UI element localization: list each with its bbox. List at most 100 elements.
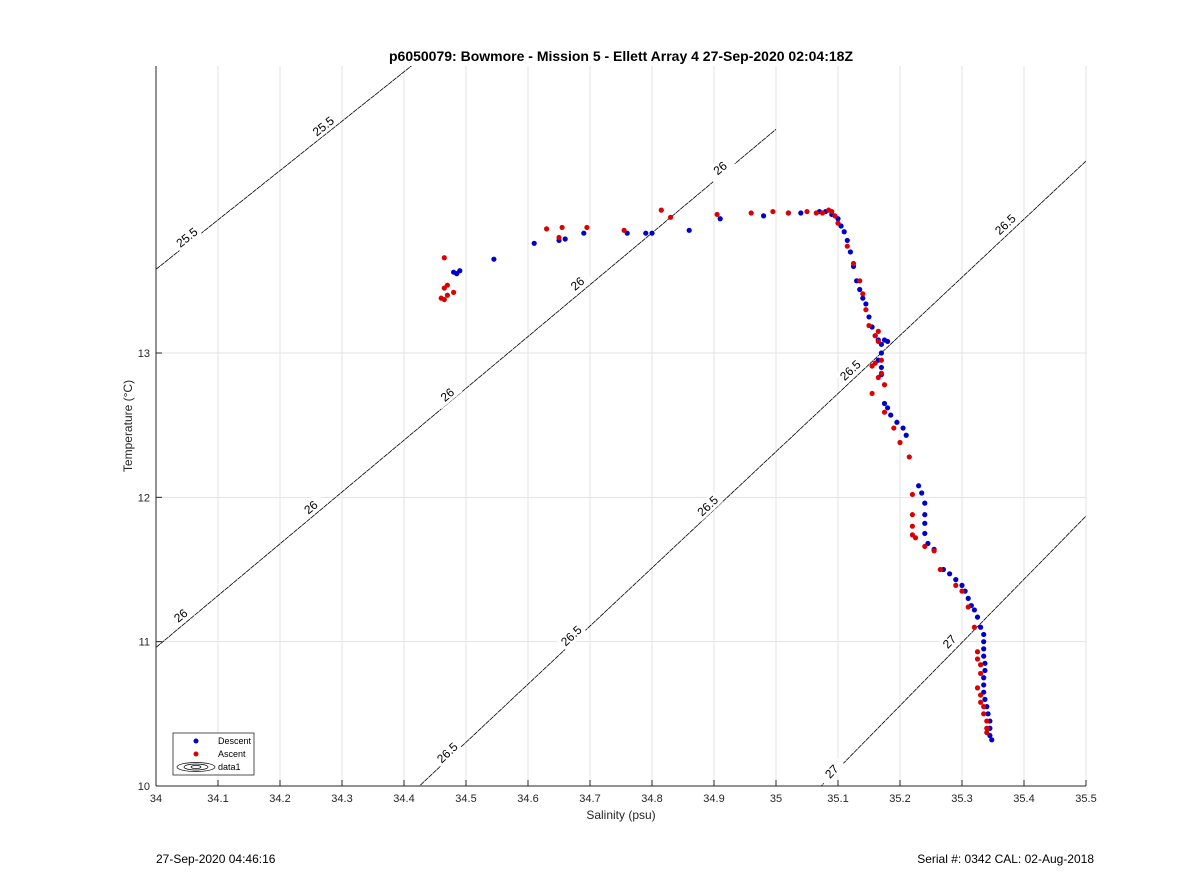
descent-point bbox=[922, 512, 928, 518]
x-tick-label: 34.6 bbox=[517, 793, 538, 805]
descent-point bbox=[982, 667, 988, 674]
y-tick-label: 13 bbox=[138, 348, 150, 360]
ascent-point bbox=[959, 588, 965, 594]
ascent-point bbox=[835, 220, 841, 226]
x-tick-label: 34.2 bbox=[269, 793, 290, 805]
ascent-point bbox=[984, 729, 990, 736]
ascent-point bbox=[909, 512, 916, 518]
ascent-point bbox=[909, 491, 916, 498]
ascent-point bbox=[668, 214, 674, 220]
x-tick-label: 34.5 bbox=[455, 793, 476, 805]
descent-point bbox=[649, 230, 655, 236]
descent-point bbox=[981, 653, 987, 659]
descent-point bbox=[959, 582, 965, 588]
descent-point bbox=[878, 364, 885, 371]
descent-point bbox=[922, 500, 928, 506]
ascent-point bbox=[875, 374, 881, 381]
y-tick-label: 10 bbox=[138, 781, 150, 793]
y-ticks: 10 11 12 13 bbox=[138, 348, 162, 793]
legend: Descent Ascent data1 bbox=[172, 732, 255, 776]
y-tick-label: 12 bbox=[138, 492, 150, 504]
contour-label-bg bbox=[432, 380, 463, 410]
contour-line-25.5 bbox=[156, 66, 412, 270]
y-tick-label: 11 bbox=[139, 637, 150, 649]
descent-point bbox=[531, 240, 537, 246]
descent-point bbox=[857, 286, 863, 293]
ascent-point bbox=[978, 662, 984, 668]
footer-serial-calibration: Serial #: 0342 CAL: 02-Aug-2018 bbox=[917, 852, 1094, 866]
ascent-point bbox=[850, 260, 857, 267]
descent-point bbox=[844, 237, 850, 244]
plot-area bbox=[155, 65, 1087, 787]
descent-point bbox=[985, 711, 991, 717]
descent-point bbox=[562, 236, 568, 242]
data-points bbox=[438, 207, 995, 743]
x-tick-label: 34.7 bbox=[579, 793, 600, 805]
descent-point bbox=[981, 682, 987, 688]
contour-label-bg bbox=[692, 491, 723, 521]
legend-data1-label: data1 bbox=[218, 762, 241, 772]
x-tick-label: 34.3 bbox=[331, 793, 352, 805]
axes bbox=[155, 66, 1086, 787]
legend-descent-label: Descent bbox=[218, 736, 252, 746]
contour-label-bg bbox=[165, 601, 197, 631]
ascent-point bbox=[978, 692, 984, 698]
ascent-point bbox=[451, 289, 457, 295]
x-tick-label: 34.1 bbox=[207, 793, 228, 805]
ascent-point bbox=[584, 224, 590, 231]
contour-label-bg bbox=[308, 112, 339, 141]
x-tick-label: 34.8 bbox=[641, 793, 662, 805]
density-contours bbox=[156, 66, 1086, 786]
descent-point bbox=[903, 432, 909, 438]
ascent-point bbox=[860, 291, 866, 297]
ascent-point bbox=[878, 357, 885, 363]
ascent-point bbox=[984, 718, 990, 724]
ascent-point bbox=[974, 685, 981, 691]
x-tick-label: 35.3 bbox=[951, 793, 972, 805]
descent-point bbox=[916, 483, 922, 489]
descent-point bbox=[971, 607, 978, 613]
ascent-point bbox=[878, 370, 885, 376]
ascent-point bbox=[866, 322, 872, 329]
descent-point bbox=[982, 660, 988, 666]
y-axis-label: Temperature (°C) bbox=[121, 380, 135, 472]
legend-descent-marker bbox=[193, 738, 199, 744]
descent-point bbox=[581, 230, 587, 236]
ascent-point bbox=[875, 338, 881, 345]
contour-label-bg bbox=[556, 621, 587, 651]
x-tick-label: 35 bbox=[770, 793, 782, 805]
ascent-point bbox=[978, 670, 984, 677]
ascent-point bbox=[931, 548, 937, 554]
contour-label-bg bbox=[562, 269, 593, 299]
ascent-point bbox=[857, 278, 863, 284]
descent-point bbox=[947, 571, 953, 577]
contour-label-bg bbox=[432, 738, 463, 768]
ascent-point bbox=[912, 535, 919, 541]
contour-label-bg bbox=[835, 355, 866, 386]
x-ticks: 34 34.1 34.2 34.3 34.4 34.5 34.6 34.7 34.8 34.9 35… bbox=[150, 780, 1097, 805]
x-tick-label: 35.2 bbox=[889, 793, 910, 805]
descent-point bbox=[798, 210, 804, 216]
ascent-point bbox=[881, 382, 888, 388]
descent-point bbox=[878, 350, 885, 356]
ascent-point bbox=[813, 210, 819, 216]
x-tick-label: 35.5 bbox=[1075, 793, 1096, 805]
contour-label-bg bbox=[704, 153, 736, 183]
ascent-point bbox=[937, 566, 943, 573]
ascent-point bbox=[981, 704, 987, 710]
ascent-point bbox=[444, 282, 450, 288]
ascent-point bbox=[658, 207, 664, 213]
descent-point bbox=[965, 595, 971, 601]
descent-point bbox=[922, 530, 928, 537]
ascent-point bbox=[544, 226, 550, 232]
ascent-point bbox=[891, 425, 897, 431]
contour-label-bg bbox=[990, 209, 1021, 240]
ascent-point bbox=[556, 234, 562, 241]
x-axis-label: Salinity (psu) bbox=[586, 808, 655, 822]
x-tick-label: 35.4 bbox=[1013, 793, 1034, 805]
descent-point bbox=[922, 520, 928, 526]
ascent-point bbox=[785, 210, 792, 216]
descent-point bbox=[491, 256, 497, 262]
descent-point bbox=[989, 737, 995, 743]
